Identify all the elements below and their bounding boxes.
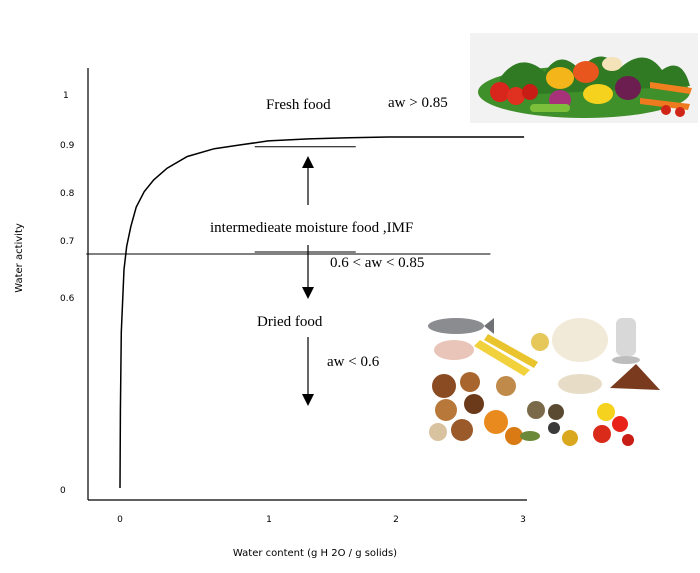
x-tick-label-1: 1 <box>266 515 272 525</box>
y-axis-title: Water activity <box>14 223 25 293</box>
y-tick-label-0.9: 0.9 <box>60 141 75 151</box>
x-tick-label-3: 3 <box>520 515 526 525</box>
y-tick-label-0: 0 <box>60 486 66 496</box>
x-tick-label-2: 2 <box>393 515 399 525</box>
imf-label: intermedieate moisture food ,IMF <box>210 220 413 236</box>
dried-foods-image <box>428 318 660 446</box>
fresh-food-label: Fresh food <box>266 97 331 113</box>
dried-food-label: Dried food <box>257 314 323 330</box>
x-tick-label-0: 0 <box>117 515 123 525</box>
dried-range-label: aw < 0.6 <box>327 354 380 370</box>
imf-range-label: 0.6 < aw < 0.85 <box>330 255 424 271</box>
y-tick-label-0.7: 0.7 <box>60 237 74 247</box>
fresh-range-label: aw > 0.85 <box>388 95 448 111</box>
fresh-vegetables-image <box>470 33 698 123</box>
x-axis-title: Water content (g H 2O / g solids) <box>233 548 397 559</box>
sorption-isotherm-line <box>119 136 525 489</box>
y-tick-label-0.8: 0.8 <box>60 189 75 199</box>
y-tick-label-1: 1 <box>63 91 69 101</box>
y-tick-label-0.6: 0.6 <box>60 294 75 304</box>
